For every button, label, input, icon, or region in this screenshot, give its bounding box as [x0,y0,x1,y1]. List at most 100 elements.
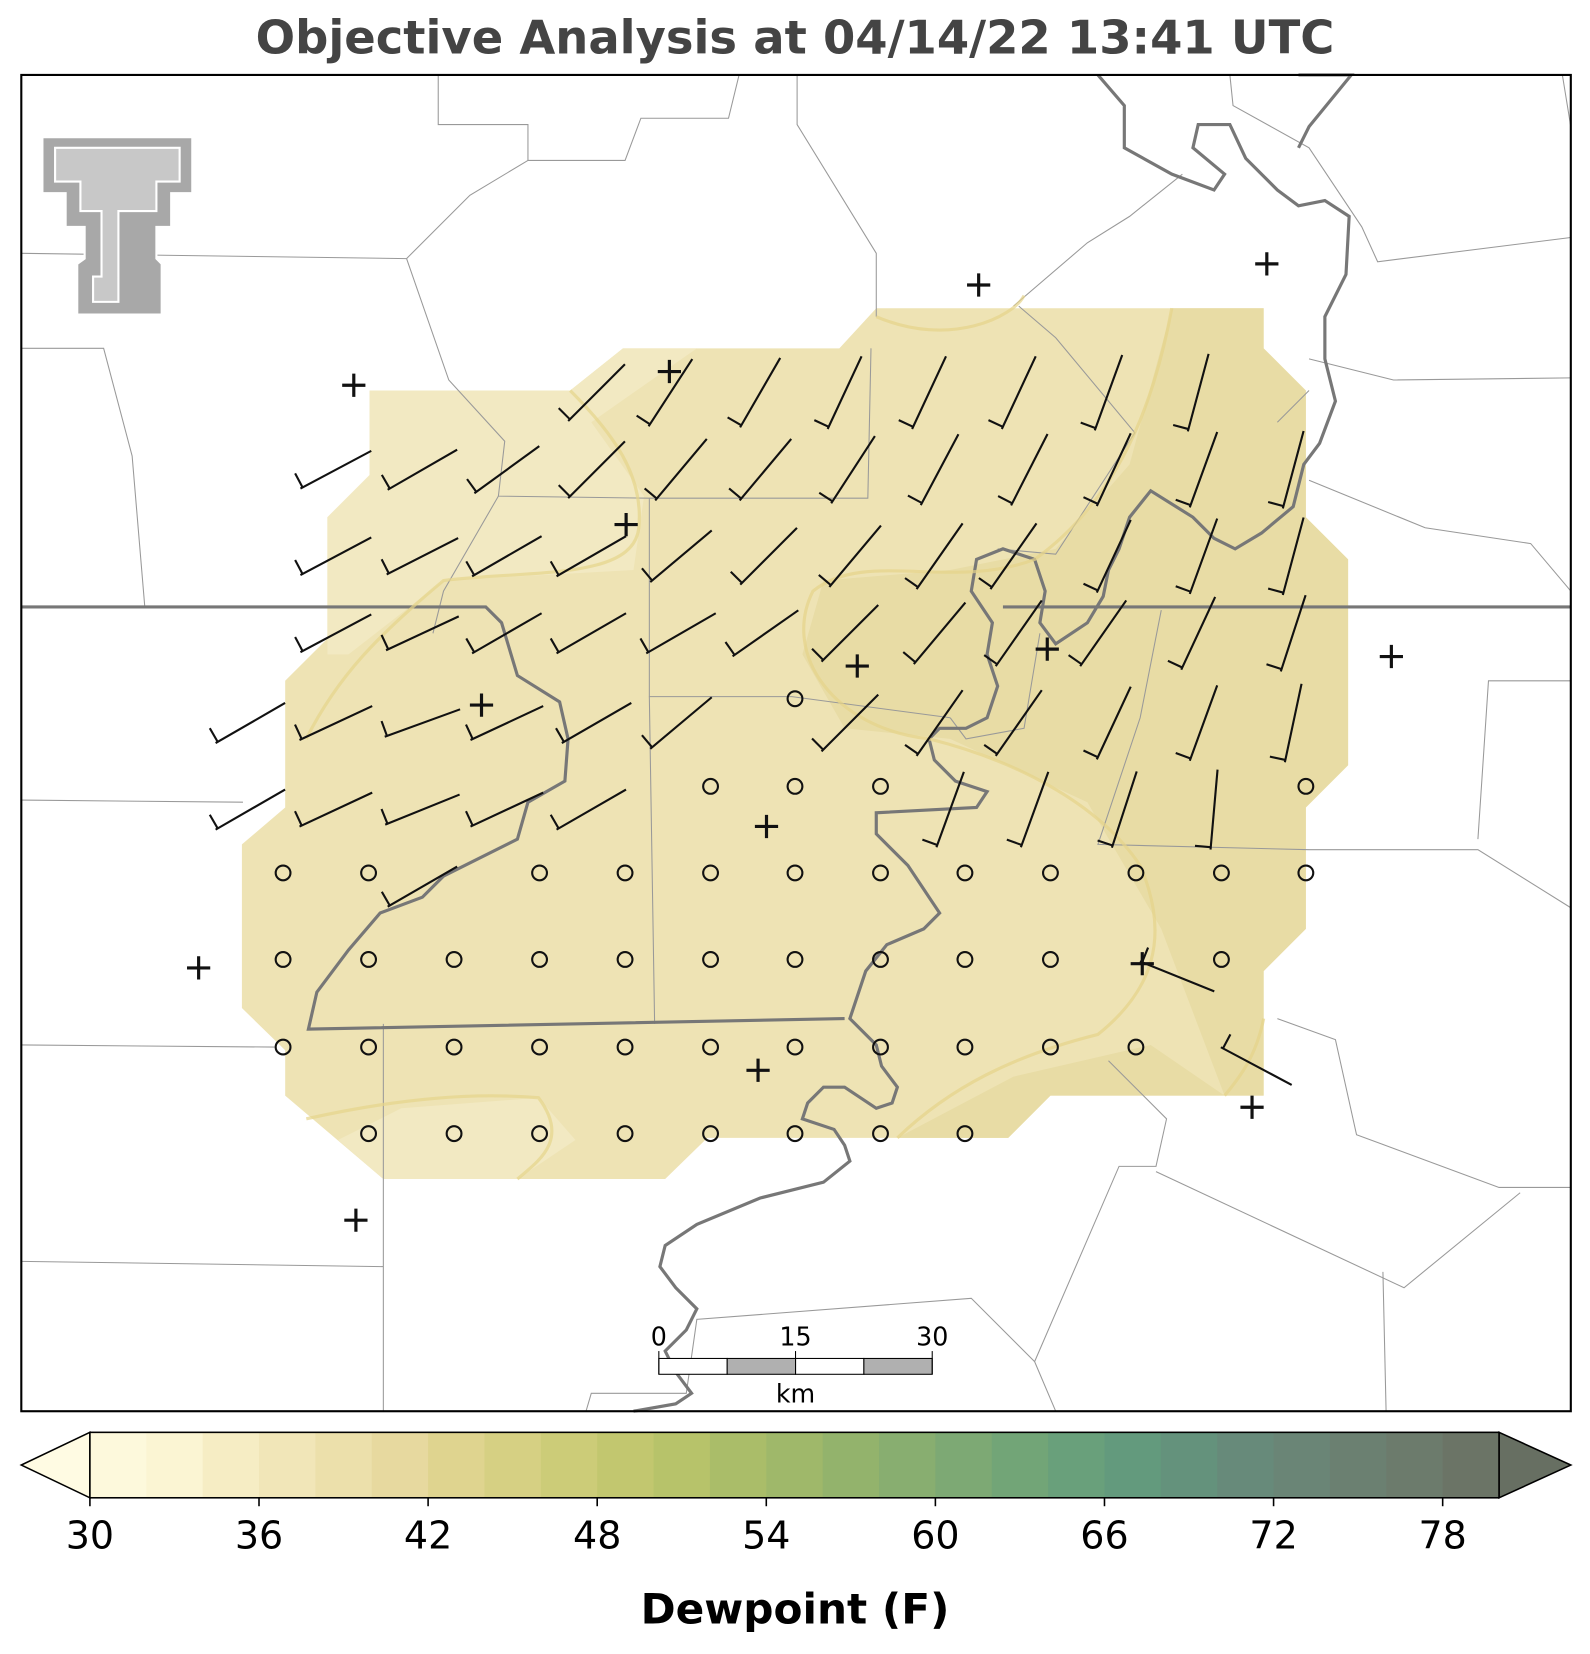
wind-barb [387,865,458,908]
calm-station [786,777,804,795]
wind-barb [470,705,544,741]
scale-bar: 0 15 30 km [651,1321,949,1408]
colorbar-over [1498,1431,1573,1500]
colorbar-bin [1048,1432,1106,1498]
wind-barb [1281,430,1305,509]
wind-barb [299,705,373,741]
scale-segment [863,1357,933,1375]
colorbar-tick-label: 54 [742,1513,790,1557]
wind-barb [1180,596,1217,671]
wind-barb [645,612,717,655]
calm-station [872,1038,889,1056]
scale-tick-label: 15 [779,1321,811,1351]
wind-barb [739,527,798,586]
calm-station [1127,864,1145,882]
wind-barb [299,536,372,577]
colorbar-bin [766,1432,824,1498]
wind-barb [387,448,458,491]
wind-barb [386,537,459,576]
wind-barb [935,771,965,848]
wind-barb [1220,1046,1293,1086]
colorbar-bin [371,1432,429,1498]
wind-barb [1281,517,1305,596]
calm-station [445,1038,463,1056]
wind-barb-tick [294,472,304,488]
colorbar-bin [146,1432,204,1498]
calm-station [360,864,378,882]
wind-barb-tick [988,419,1004,428]
colorbar-tick-label: 36 [235,1513,283,1557]
wind-barb-tick [380,634,390,650]
wind-barb [915,689,964,757]
calm-station [786,1038,804,1056]
calm-station [616,1038,634,1056]
wind-barb [739,357,782,428]
wind-barb-tick [922,838,938,847]
wind-barb-tick [1175,498,1191,507]
colorbar-tick-label: 30 [66,1513,114,1557]
wind-barb [556,535,627,578]
colorbar-bin [315,1432,373,1498]
wind-barb-tick [557,407,571,421]
wind-barb-tick [1080,421,1096,430]
station-plots [187,252,1403,1232]
missing-station [1130,952,1154,976]
map: 0 15 30 km [20,73,1572,1413]
colorbar-bin [709,1432,767,1498]
colorbar-tick-label: 66 [1080,1513,1128,1557]
wind-barb-tick [1097,839,1113,847]
wind-barb [1000,355,1037,430]
wind-barb-tick [641,734,653,748]
wind-barb [731,609,799,658]
wind-barb-tick [1083,582,1099,592]
calm-station [702,1038,720,1056]
missing-station [342,373,366,397]
wind-barb-tick [294,636,304,652]
colorbar-bin [991,1432,1049,1498]
calm-station [786,951,804,968]
colorbar-bin [540,1432,598,1498]
wind-barb-tick [813,419,830,428]
wind-barb-tick [208,814,219,829]
county-lines [21,74,1572,1412]
wind-barb [1188,431,1219,508]
wind-barb-tick [811,648,824,661]
wind-barb [820,604,879,663]
dewpoint-field-dark [897,1044,1225,1138]
wind-barb [385,615,460,652]
wind-barb [1110,771,1138,849]
wind-barb-tick [643,487,658,500]
wind-barb [1188,518,1219,595]
wind-barb [299,449,372,490]
colorbar-bin [1104,1432,1162,1498]
wind-barb-tick [724,641,736,656]
missing-station [187,956,211,980]
calm-station [616,1125,634,1143]
wind-barb [556,612,627,655]
wind-barb-tick [636,414,651,426]
colorbar-tick-label: 60 [911,1513,959,1557]
missing-station [614,512,638,537]
colorbar-bin [1329,1432,1387,1498]
scale-segment [658,1357,728,1375]
colorbar-bin [822,1432,880,1498]
wind-barb [820,693,879,753]
wind-barb [567,363,626,422]
calm-station [786,690,804,708]
colorbar-frame [89,1431,1500,1499]
missing-station [967,273,991,297]
calm-station [445,951,463,968]
wind-barb [471,535,543,578]
wind-barb-tick [818,491,834,503]
wind-barb-tick [983,654,998,666]
calm-station [274,951,292,968]
calm-station [702,864,720,882]
wind-barb [994,599,1043,667]
wind-barb [649,529,713,583]
wind-barb [473,445,540,495]
wind-barb [915,522,964,590]
wind-barb [1095,432,1132,507]
calm-station [956,1038,974,1056]
wind-barb-tick [380,720,388,737]
